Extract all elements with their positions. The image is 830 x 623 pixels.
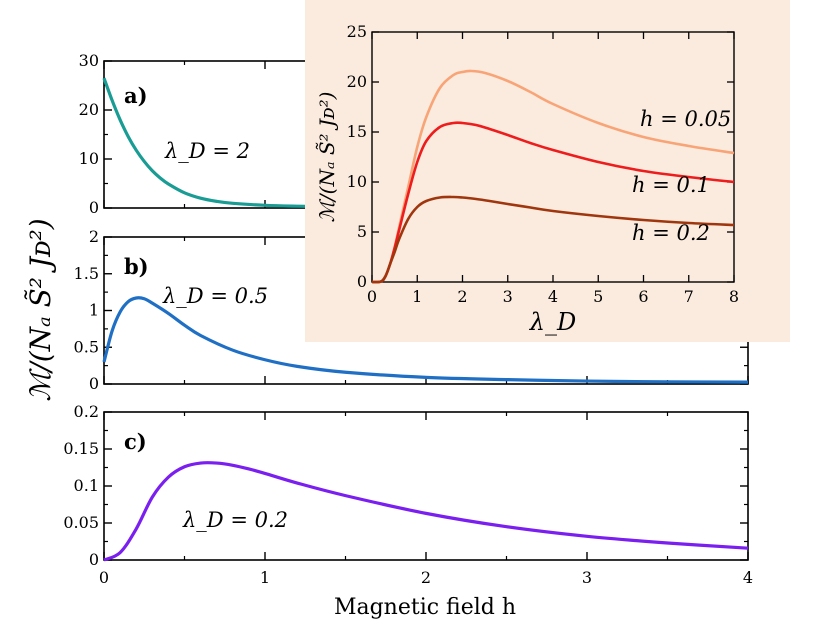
inset-background xyxy=(305,0,790,342)
y-tick-label: 2 xyxy=(89,227,99,246)
lambda-annotation: λ_D = 0.5 xyxy=(162,284,268,308)
y-tick-label: 0.1 xyxy=(74,476,99,495)
y-tick-label: 1.5 xyxy=(74,264,99,283)
inset-y-tick-label: 15 xyxy=(347,122,367,141)
figure-xlabel: Magnetic field h xyxy=(334,595,516,620)
inset-y-tick-label: 0 xyxy=(357,272,367,291)
y-tick-label: 20 xyxy=(79,100,99,119)
y-tick-label: 0.05 xyxy=(63,513,99,532)
inset-xlabel: λ_D xyxy=(529,308,576,336)
inset-x-tick-label: 2 xyxy=(457,287,467,306)
y-tick-label: 0 xyxy=(89,374,99,393)
y-tick-label: 0.2 xyxy=(74,402,99,421)
x-tick-label: 0 xyxy=(99,568,109,587)
panel-label: a) xyxy=(124,83,148,108)
inset-x-tick-label: 4 xyxy=(548,287,558,306)
y-tick-label: 0 xyxy=(89,198,99,217)
x-tick-label: 1 xyxy=(260,568,270,587)
inset-y-tick-label: 20 xyxy=(347,72,367,91)
panel-label: c) xyxy=(124,429,147,454)
inset-y-tick-label: 25 xyxy=(347,22,367,41)
y-tick-label: 1 xyxy=(89,301,99,320)
inset-y-tick-label: 10 xyxy=(347,172,367,191)
panel-inset: 0 5 10 15 20 25 0 1 2 3 4 5 6 7 8 h = 0.05 h = 0.1 h = 0.… xyxy=(305,0,790,342)
figure-ylabel: ℳ/(Nₐ S̃² Jᴅ²) xyxy=(24,218,57,401)
inset-series-label: h = 0.1 xyxy=(632,173,710,197)
inset-x-tick-label: 5 xyxy=(593,287,603,306)
inset-x-tick-label: 7 xyxy=(684,287,694,306)
inset-y-tick-label: 5 xyxy=(357,222,367,241)
inset-x-tick-label: 1 xyxy=(412,287,422,306)
x-tick-label: 2 xyxy=(421,568,431,587)
series-line xyxy=(102,296,749,384)
y-tick-label: 0.5 xyxy=(74,337,99,356)
y-tick-label: 10 xyxy=(79,149,99,168)
y-tick-label: 30 xyxy=(79,51,99,70)
y-tick-label: 0 xyxy=(89,550,99,569)
lambda-annotation: λ_D = 2 xyxy=(164,139,250,163)
inset-x-tick-label: 6 xyxy=(638,287,648,306)
inset-series-line xyxy=(371,195,735,284)
inset-x-tick-label: 3 xyxy=(503,287,513,306)
inset-series-label: h = 0.2 xyxy=(632,221,710,245)
lambda-annotation: λ_D = 0.2 xyxy=(182,508,288,532)
inset-ylabel: ℳ/(Nₐ S̃² Jᴅ²) xyxy=(315,92,339,223)
series-line xyxy=(103,461,749,562)
panel-label: b) xyxy=(124,254,149,279)
y-tick-label: 0.15 xyxy=(63,439,99,458)
panel-c: 0 0.05 0.1 0.15 0.2 0 1 2 3 4 c) λ_D = 0.2 xyxy=(63,402,753,587)
x-tick-label: 3 xyxy=(582,568,592,587)
inset-x-tick-label: 0 xyxy=(367,287,377,306)
inset-x-tick-label: 8 xyxy=(729,287,739,306)
x-tick-label: 4 xyxy=(743,568,753,587)
plot-frame xyxy=(103,411,749,561)
inset-series-label: h = 0.05 xyxy=(640,107,731,131)
